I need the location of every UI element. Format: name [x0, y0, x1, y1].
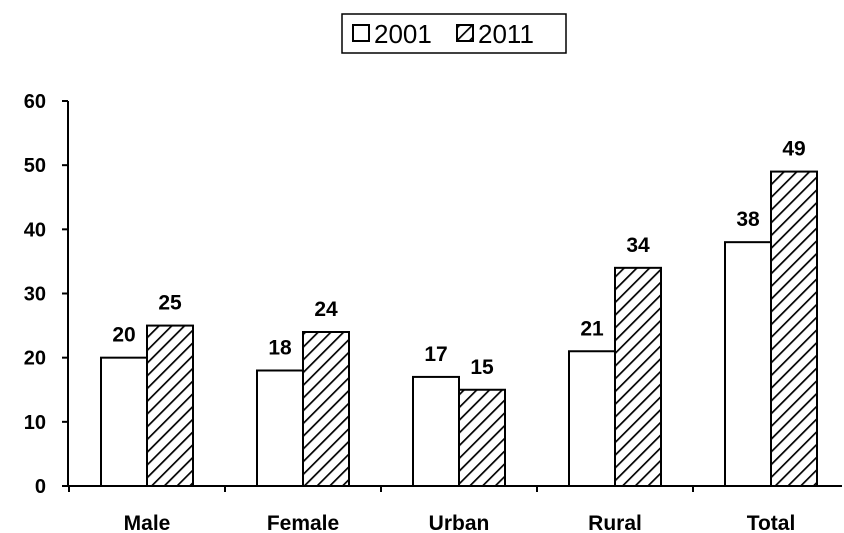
bar-2001-rural	[568, 350, 616, 487]
data-label-2011-total: 49	[782, 138, 805, 161]
bar-2001-female	[256, 369, 304, 487]
data-label-2011-urban: 15	[470, 356, 494, 379]
data-label-2001-urban: 17	[424, 343, 447, 366]
y-tick-label: 30	[24, 284, 46, 306]
legend-label-2001: 2001	[374, 19, 432, 49]
category-labels: Male Female Urban Rural Total	[124, 512, 796, 533]
data-label-2011-rural: 34	[626, 234, 650, 257]
y-tick-label: 60	[24, 91, 46, 113]
legend-swatch-2011	[456, 24, 474, 42]
legend: 2001 2011	[341, 13, 567, 54]
data-label-2001-rural: 21	[580, 317, 604, 340]
bar-2011-total	[770, 170, 818, 487]
bar-2001-male	[100, 356, 148, 487]
bar-2011-rural	[614, 266, 662, 488]
category-label: Rural	[588, 512, 642, 533]
bar-2011-male	[146, 324, 194, 488]
bars	[100, 170, 818, 488]
y-tick-label: 50	[24, 155, 46, 177]
y-axis-ticks: 0 10 20 30 40 50 60	[24, 91, 68, 498]
bar-2011-female	[302, 331, 350, 487]
y-tick-label: 40	[24, 219, 46, 241]
data-label-2001-female: 18	[268, 337, 292, 360]
bar-2011-urban	[458, 388, 506, 487]
data-labels: 20 25 18 24 17 15 21 34 38 49	[112, 138, 805, 379]
category-label: Total	[747, 512, 796, 533]
legend-frame	[341, 13, 567, 54]
data-label-2001-total: 38	[736, 208, 760, 231]
data-label-2001-male: 20	[112, 324, 135, 347]
category-label: Urban	[429, 512, 490, 533]
legend-swatch-2001	[352, 24, 370, 42]
x-axis-ticks	[68, 486, 694, 492]
data-label-2011-male: 25	[158, 292, 182, 315]
y-tick-label: 20	[24, 348, 46, 370]
bar-2001-urban	[412, 375, 460, 487]
category-label: Female	[267, 512, 339, 533]
bar-2001-total	[724, 241, 772, 487]
legend-label-2011: 2011	[478, 19, 534, 49]
category-label: Male	[124, 512, 171, 533]
data-label-2011-female: 24	[314, 298, 338, 321]
y-tick-label: 0	[35, 476, 46, 498]
y-tick-label: 10	[24, 412, 46, 434]
